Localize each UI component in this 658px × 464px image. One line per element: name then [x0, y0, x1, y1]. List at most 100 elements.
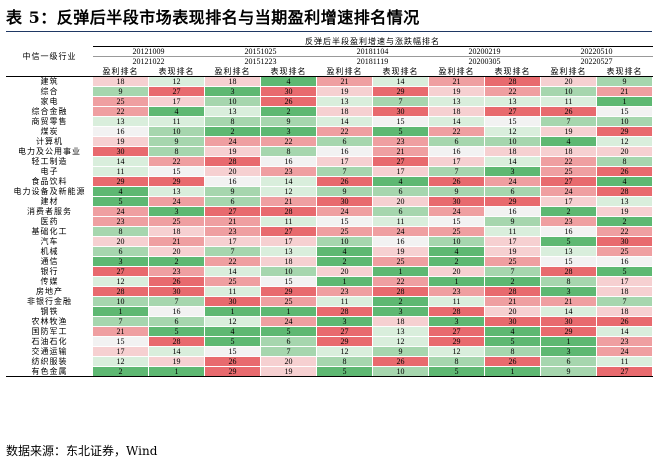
- table-title: 表 5：反弹后半段市场表现排名与当期盈利增速排名情况: [6, 8, 420, 27]
- perf-rank-cell: 16: [595, 256, 654, 267]
- table-row: 非银行金融 10 7 30 25 11 2 11 21 21 7: [6, 296, 654, 307]
- period-start: 20151025: [204, 46, 317, 57]
- profit-rank-cell: 19: [540, 126, 597, 137]
- period-end: 20220527: [539, 56, 654, 67]
- profit-rank-cell: 20: [540, 76, 597, 87]
- industry-name: 房地产: [6, 286, 93, 297]
- profit-rank-cell: 8: [92, 226, 149, 237]
- table-row: 消费者服务 24 3 27 28 24 6 24 16 2 19: [6, 206, 654, 217]
- perf-rank-cell: 8: [260, 146, 317, 157]
- perf-rank-cell: 20: [372, 196, 429, 207]
- table-row: 医药 23 25 21 11 15 11 15 9 23 2: [6, 216, 654, 227]
- profit-rank-cell: 13: [540, 246, 597, 257]
- profit-rank-cell: 22: [540, 156, 597, 167]
- perf-rank-cell: 18: [148, 226, 205, 237]
- perf-rank-cell: 21: [372, 146, 429, 157]
- perf-rank-cell: 19: [595, 206, 654, 217]
- profit-rank-cell: 2: [316, 256, 373, 267]
- perf-rank-cell: 5: [595, 266, 654, 277]
- profit-rank-cell: 28: [204, 156, 261, 167]
- industry-name: 石油石化: [6, 336, 93, 347]
- perf-rank-cell: 9: [260, 116, 317, 127]
- profit-rank-cell: 26: [204, 356, 261, 367]
- profit-rank-cell: 16: [92, 126, 149, 137]
- profit-rank-cell: 2: [92, 366, 149, 377]
- perf-rank-cell: 19: [148, 356, 205, 367]
- perf-rank-cell: 28: [148, 336, 205, 347]
- perf-rank-cell: 5: [484, 336, 541, 347]
- table-row: 交通运输 17 14 15 7 12 9 12 8 3 24: [6, 346, 654, 357]
- profit-rank-cell: 16: [540, 226, 597, 237]
- table-row: 房地产 28 30 11 29 23 28 23 28 3 18: [6, 286, 654, 297]
- perf-rank-header: 表现排名: [372, 66, 429, 77]
- perf-rank-cell: 7: [372, 96, 429, 107]
- perf-rank-cell: 15: [595, 106, 654, 117]
- perf-rank-cell: 16: [260, 156, 317, 167]
- profit-rank-cell: 12: [316, 346, 373, 357]
- table-row: 有色金属 2 1 29 19 5 10 5 1 9 27: [6, 366, 654, 377]
- perf-rank-cell: 30: [595, 236, 654, 247]
- perf-rank-cell: 26: [260, 96, 317, 107]
- perf-rank-cell: 23: [260, 166, 317, 177]
- profit-rank-cell: 23: [428, 286, 485, 297]
- industry-name: 计算机: [6, 136, 93, 147]
- table-row: 商贸零售 13 11 8 9 14 15 14 15 7 10: [6, 116, 654, 127]
- perf-rank-cell: 17: [595, 276, 654, 287]
- perf-rank-cell: 11: [595, 356, 654, 367]
- perf-rank-cell: 23: [595, 336, 654, 347]
- profit-rank-cell: 7: [540, 116, 597, 127]
- perf-rank-cell: 25: [148, 216, 205, 227]
- profit-rank-cell: 26: [316, 176, 373, 187]
- perf-rank-cell: 14: [148, 346, 205, 357]
- profit-rank-cell: 10: [428, 236, 485, 247]
- perf-rank-cell: 24: [148, 196, 205, 207]
- perf-rank-cell: 18: [372, 316, 429, 327]
- industry-name: 通信: [6, 256, 93, 267]
- profit-rank-cell: 1: [92, 306, 149, 317]
- profit-rank-cell: 29: [92, 176, 149, 187]
- perf-rank-cell: 30: [148, 286, 205, 297]
- perf-rank-header: 表现排名: [260, 66, 317, 77]
- industry-name: 纺织服装: [6, 356, 93, 367]
- profit-rank-cell: 29: [428, 336, 485, 347]
- profit-rank-cell: 7: [316, 166, 373, 177]
- profit-rank-cell: 5: [316, 366, 373, 377]
- industry-name: 汽车: [6, 236, 93, 247]
- profit-rank-cell: 5: [204, 336, 261, 347]
- table-row: 电力设备及新能源 4 13 9 12 9 6 9 6 24 28: [6, 186, 654, 197]
- profit-rank-cell: 27: [92, 266, 149, 277]
- profit-rank-header: 盈利排名: [204, 66, 261, 77]
- perf-rank-cell: 25: [595, 246, 654, 257]
- table-row: 建材 5 24 6 21 30 20 30 29 17 13: [6, 196, 654, 207]
- perf-rank-cell: 14: [260, 176, 317, 187]
- perf-rank-cell: 6: [148, 316, 205, 327]
- profit-rank-cell: 22: [316, 126, 373, 137]
- industry-name: 商贸零售: [6, 116, 93, 127]
- profit-rank-cell: 1: [428, 276, 485, 287]
- profit-rank-cell: 3: [204, 86, 261, 97]
- table-row: 煤炭 16 10 2 3 22 5 22 12 19 29: [6, 126, 654, 137]
- perf-rank-cell: 21: [595, 86, 654, 97]
- profit-rank-cell: 3: [428, 316, 485, 327]
- perf-rank-cell: 8: [484, 346, 541, 357]
- profit-rank-cell: 9: [540, 366, 597, 377]
- perf-rank-cell: 22: [148, 156, 205, 167]
- perf-rank-cell: 12: [484, 126, 541, 137]
- industry-name: 煤炭: [6, 126, 93, 137]
- perf-rank-cell: 11: [484, 226, 541, 237]
- profit-rank-cell: 1: [540, 336, 597, 347]
- title-rule: [6, 31, 652, 32]
- profit-rank-cell: 22: [204, 256, 261, 267]
- perf-rank-cell: 17: [148, 96, 205, 107]
- profit-rank-cell: 9: [204, 186, 261, 197]
- perf-rank-cell: 11: [372, 216, 429, 227]
- perf-rank-cell: 29: [595, 126, 654, 137]
- perf-rank-cell: 28: [595, 186, 654, 197]
- profit-rank-cell: 9: [92, 86, 149, 97]
- profit-rank-cell: 4: [204, 326, 261, 337]
- industry-name: 钢铁: [6, 306, 93, 317]
- profit-rank-cell: 30: [316, 196, 373, 207]
- perf-rank-cell: 21: [484, 296, 541, 307]
- profit-rank-cell: 17: [428, 156, 485, 167]
- perf-rank-cell: 9: [372, 346, 429, 357]
